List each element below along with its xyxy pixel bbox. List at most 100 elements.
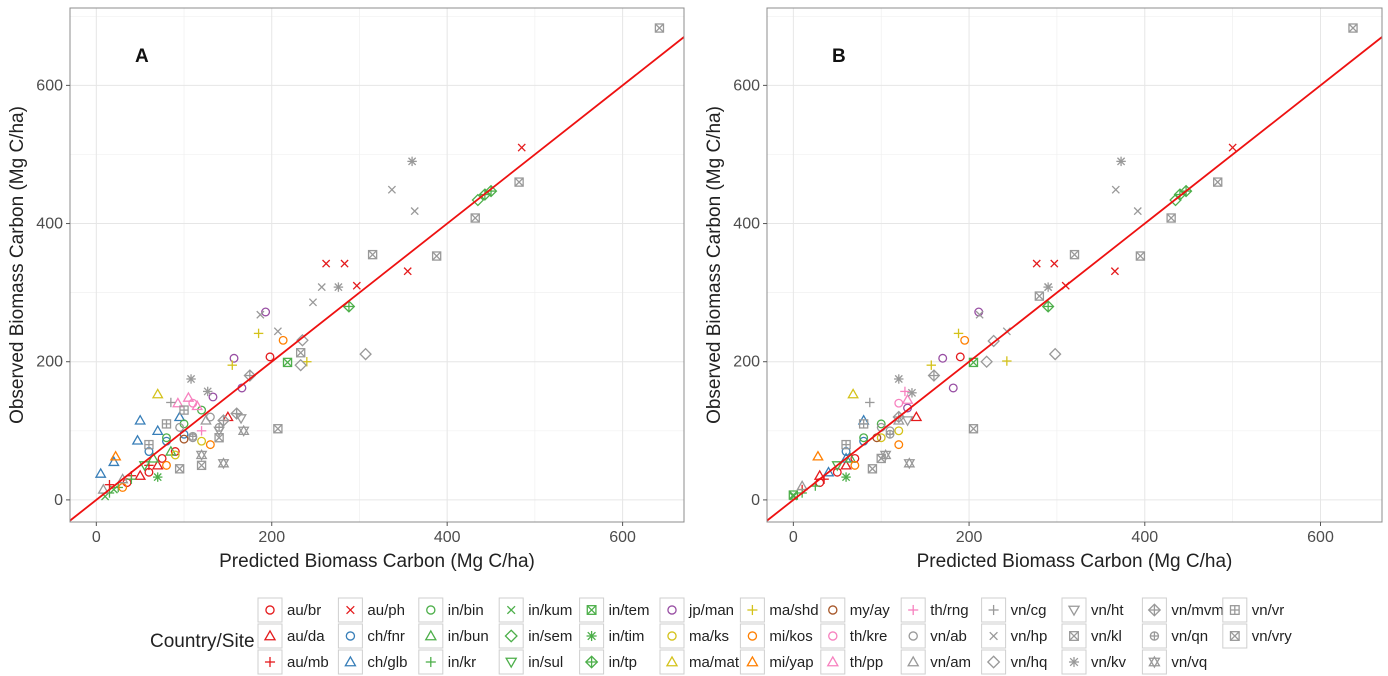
- point: [214, 433, 224, 443]
- point: [517, 143, 526, 152]
- legend-item-vn-vry: vn/vry: [1222, 623, 1292, 649]
- legend-marker: [1149, 631, 1160, 641]
- legend-item-in-kum: in/kum: [498, 597, 572, 623]
- point: [157, 453, 167, 463]
- legend-label: in/kr: [448, 654, 476, 671]
- point: [109, 450, 122, 461]
- x-tick-label: 200: [258, 529, 285, 546]
- point: [470, 213, 480, 223]
- panel-border: [766, 7, 1383, 523]
- point: [953, 328, 964, 339]
- legend-marker: [346, 605, 355, 615]
- legend-marker: [265, 605, 275, 615]
- legend-label: ma/shd: [769, 602, 818, 619]
- legend-label: vn/hq: [1011, 654, 1048, 671]
- legend-label: vn/kv: [1091, 654, 1127, 671]
- x-axis-title: Predicted Biomass Carbon (Mg C/ha): [219, 551, 535, 572]
- legend-marker: [586, 630, 597, 642]
- point: [812, 450, 824, 461]
- point: [294, 358, 308, 372]
- legend-marker: [907, 655, 920, 667]
- series-vn-vr: [841, 419, 869, 450]
- legend-label: vn/mvm: [1171, 602, 1224, 619]
- legend-marker: [1148, 655, 1161, 669]
- data-points: [788, 23, 1358, 501]
- y-tick-label: 0: [751, 492, 760, 509]
- series-th-pp: [901, 393, 914, 404]
- legend-item-vn-mvm: vn/mvm: [1141, 597, 1224, 623]
- point: [980, 355, 993, 369]
- reference-line: [766, 36, 1383, 522]
- point: [162, 460, 171, 470]
- legend-marker: [1229, 631, 1240, 641]
- point: [118, 482, 128, 492]
- point: [1048, 347, 1062, 361]
- series-vn-vq: [195, 424, 250, 470]
- point: [253, 328, 264, 339]
- series-vn-cg: [865, 397, 875, 408]
- legend-label: ch/glb: [367, 654, 407, 671]
- point: [261, 307, 271, 317]
- point: [179, 405, 189, 415]
- point: [104, 479, 115, 490]
- legend-item-vn-qn: vn/qn: [1141, 623, 1208, 649]
- legend-item-in-kr: in/kr: [418, 649, 476, 675]
- point: [166, 397, 176, 408]
- x-axis-title: Predicted Biomass Carbon (Mg C/ha): [917, 551, 1233, 572]
- legend-item-in-sem: in/sem: [498, 623, 572, 649]
- series-vn-ht: [901, 416, 914, 427]
- legend-item-ma-ks: ma/ks: [659, 623, 729, 649]
- legend-item-vn-hp: vn/hp: [981, 623, 1047, 649]
- point: [197, 436, 207, 446]
- legend-label: in/sul: [528, 654, 563, 671]
- legend-label: vn/vr: [1252, 602, 1285, 619]
- legend-label: ma/mat: [689, 654, 740, 671]
- legend-label: au/ph: [367, 602, 405, 619]
- point: [894, 374, 904, 384]
- point: [295, 348, 306, 358]
- series-vn-kv: [894, 156, 1126, 398]
- reference-line: [69, 36, 685, 522]
- point: [161, 419, 172, 429]
- legend-marker: [908, 604, 919, 616]
- series-ch-glb: [94, 410, 186, 478]
- point: [1034, 291, 1045, 301]
- point: [1348, 23, 1358, 33]
- point: [1116, 156, 1126, 167]
- series-vn-hp: [256, 185, 419, 336]
- point: [1002, 356, 1012, 366]
- legend-marker: [665, 655, 679, 667]
- legend-marker: [264, 656, 276, 668]
- point: [955, 352, 965, 362]
- point: [151, 459, 164, 470]
- point: [273, 327, 282, 336]
- legend-marker: [345, 631, 356, 641]
- legend-label: in/sem: [528, 628, 572, 645]
- legend-marker: [584, 655, 599, 669]
- y-tick-label: 200: [36, 354, 63, 371]
- point: [910, 410, 923, 422]
- point: [387, 185, 396, 194]
- series-th-rng: [900, 386, 910, 397]
- point: [840, 459, 852, 470]
- legend-label: vn/am: [930, 654, 971, 671]
- legend-label: th/kre: [850, 628, 888, 645]
- series-ma-mat: [151, 388, 164, 399]
- legend-label: th/rng: [930, 602, 968, 619]
- point: [296, 333, 309, 347]
- legend-label: my/ay: [850, 602, 891, 619]
- legend-label: au/da: [287, 628, 325, 645]
- point: [196, 426, 207, 436]
- point: [317, 283, 326, 292]
- point: [858, 419, 869, 429]
- point: [1133, 207, 1142, 216]
- point: [302, 356, 312, 367]
- y-tick-label: 400: [36, 216, 63, 233]
- legend-label: vn/qn: [1171, 628, 1208, 645]
- legend-marker: [986, 655, 1001, 669]
- legend-marker: [504, 629, 518, 643]
- series-vn-qn: [188, 422, 224, 441]
- point: [948, 383, 958, 393]
- legend: Country/Site au/br au/da au/mb au/ph ch/fnr ch…: [150, 597, 1292, 675]
